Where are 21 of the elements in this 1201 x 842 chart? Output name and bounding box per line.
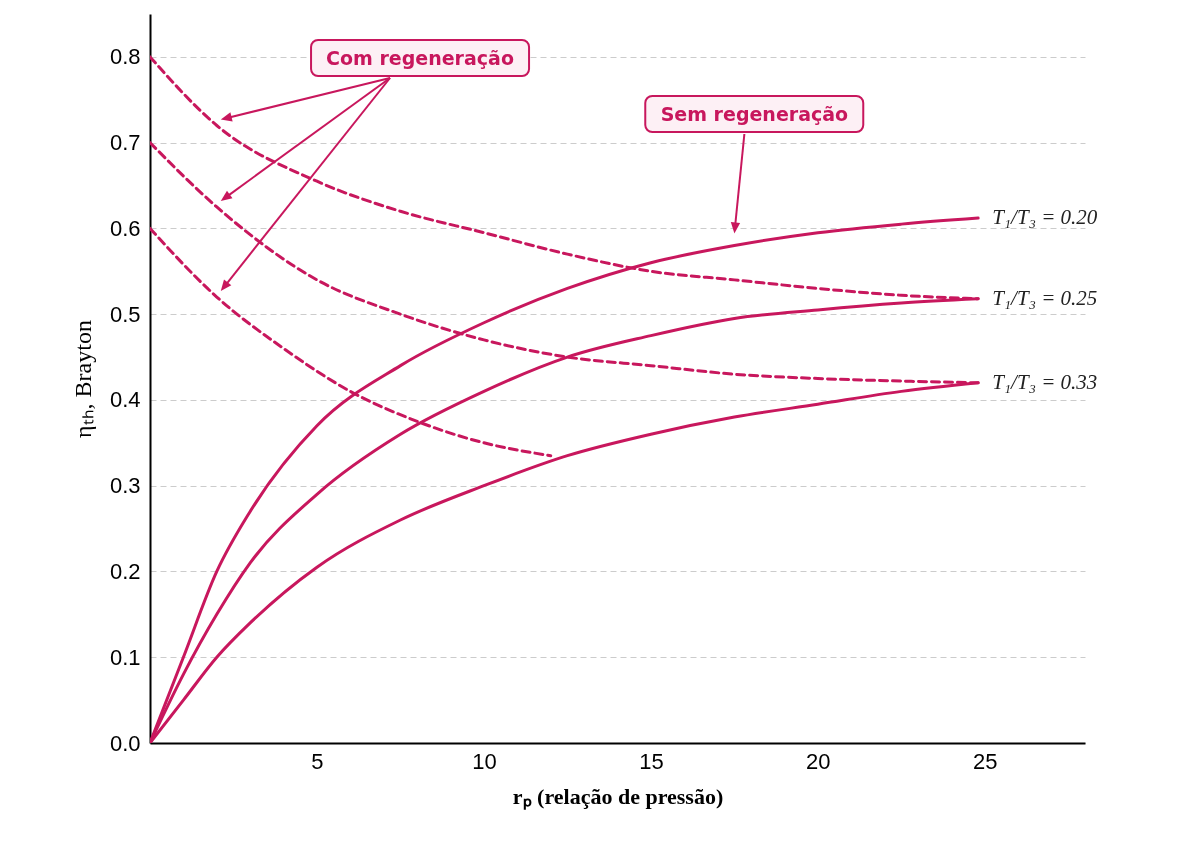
y-tick-label: 0.5 xyxy=(109,301,141,327)
series-label: T₁/T₃ = 0.33 xyxy=(992,369,1098,394)
x-tick-label: 25 xyxy=(973,748,998,774)
y-tick-label: 0.2 xyxy=(109,558,141,584)
series-label: T₁/T₃ = 0.25 xyxy=(992,285,1098,310)
y-tick-label: 0.8 xyxy=(109,44,141,70)
annotation: Com regeneração xyxy=(310,39,530,77)
y-tick-label: 0.0 xyxy=(109,730,141,756)
x-tick-label: 10 xyxy=(472,748,497,774)
y-tick-label: 0.3 xyxy=(109,473,141,499)
y-tick-label: 0.4 xyxy=(109,387,141,413)
y-tick-label: 0.7 xyxy=(109,130,141,156)
x-axis-title: rₚ (relação de pressão) xyxy=(512,783,724,810)
y-axis-title: ηₜₕ, Brayton xyxy=(69,320,96,438)
x-tick-label: 20 xyxy=(806,748,831,774)
y-tick-label: 0.1 xyxy=(109,644,141,670)
series-label: T₁/T₃ = 0.20 xyxy=(992,205,1098,230)
y-tick-label: 0.6 xyxy=(109,215,141,241)
annotation: Sem regeneração xyxy=(644,95,865,133)
x-tick-label: 15 xyxy=(639,748,664,774)
x-tick-label: 5 xyxy=(311,748,324,774)
